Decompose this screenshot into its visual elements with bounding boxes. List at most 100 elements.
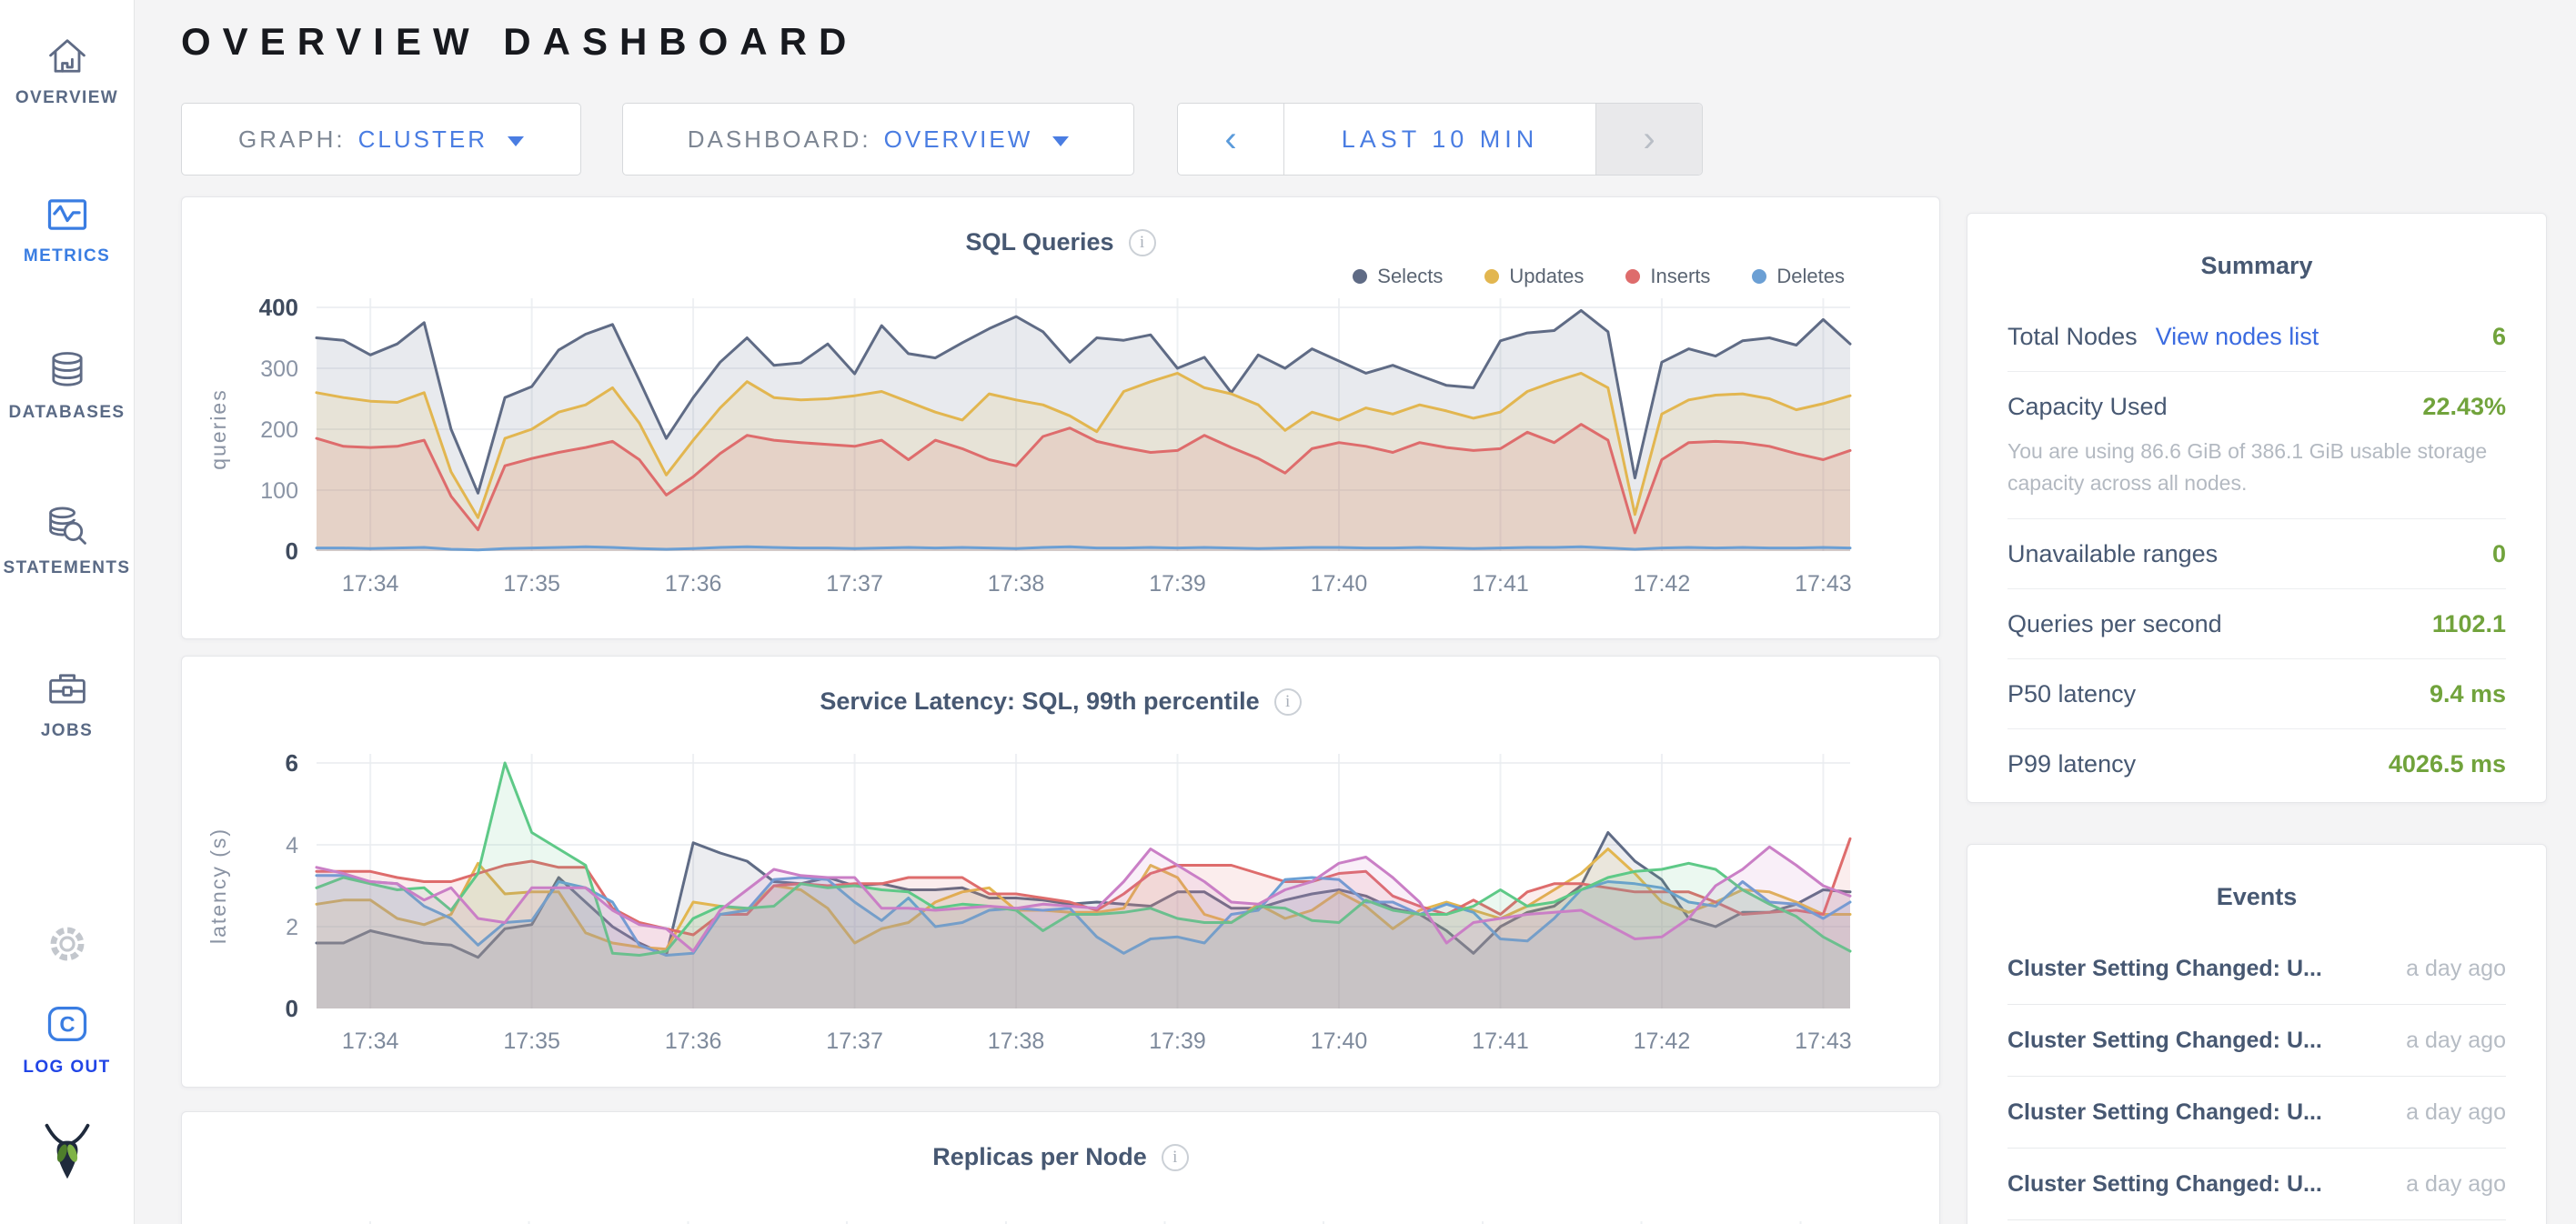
event-time: a day ago bbox=[2406, 955, 2506, 981]
time-range-prev-button[interactable]: ‹ bbox=[1224, 119, 1237, 159]
graph-dropdown-label: GRAPH: bbox=[237, 125, 346, 153]
home-icon bbox=[48, 39, 86, 73]
time-range-next-button[interactable]: › bbox=[1596, 104, 1702, 175]
metrics-icon bbox=[47, 199, 86, 230]
sidebar-item-label: METRICS bbox=[23, 246, 111, 266]
chart-legend: Selects Updates Inserts Deletes bbox=[182, 262, 1939, 291]
sidebar-item-label: JOBS bbox=[40, 721, 94, 740]
summary-row-capacity-used: Capacity Used 22.43% You are using 86.6 … bbox=[2007, 372, 2506, 519]
events-panel: Events Cluster Setting Changed: U... a d… bbox=[1967, 844, 2547, 1224]
svg-text:17:37: 17:37 bbox=[826, 1028, 883, 1054]
dashboard-controls: GRAPH: CLUSTER DASHBOARD: OVERVIEW ‹ LAS… bbox=[181, 103, 2576, 176]
legend-item[interactable]: Updates bbox=[1484, 265, 1584, 288]
svg-text:4: 4 bbox=[286, 833, 298, 858]
content-row: SQL Queries i Selects Updates Inserts Delet… bbox=[181, 196, 2576, 1224]
sql-queries-chart[interactable]: 17:34 17:35 17:36 17:37 17:38 17:39 17:40 17:41… bbox=[182, 291, 1939, 611]
database-icon bbox=[51, 352, 83, 386]
dashboard-dropdown-label: DASHBOARD: bbox=[687, 125, 871, 153]
summary-row-unavailable-ranges: Unavailable ranges 0 bbox=[2007, 519, 2506, 589]
sidebar-item-jobs[interactable]: JOBS bbox=[0, 666, 134, 741]
graph-dropdown[interactable]: GRAPH: CLUSTER bbox=[181, 103, 581, 176]
info-icon[interactable]: i bbox=[1161, 1143, 1189, 1171]
dashboard-dropdown-value: OVERVIEW bbox=[883, 125, 1033, 153]
chart-header: SQL Queries i bbox=[182, 197, 1939, 256]
summary-panel: Summary Total Nodes View nodes list 6 bbox=[1967, 213, 2547, 803]
event-title: Cluster Setting Changed: U... bbox=[2007, 955, 2322, 981]
sidebar-item-overview[interactable]: OVERVIEW bbox=[0, 33, 134, 108]
svg-text:17:35: 17:35 bbox=[503, 1028, 560, 1054]
sidebar-item-label: OVERVIEW bbox=[15, 88, 119, 107]
capacity-note: You are using 86.6 GiB of 386.1 GiB usab… bbox=[2007, 439, 2488, 495]
service-latency-chart-card: Service Latency: SQL, 99th percentile i … bbox=[181, 656, 1940, 1088]
sidebar-item-metrics[interactable]: METRICS bbox=[0, 191, 134, 266]
summary-title: Summary bbox=[2200, 252, 2313, 279]
svg-text:0: 0 bbox=[286, 537, 298, 565]
event-title: Cluster Setting Changed: U... bbox=[2007, 1170, 2322, 1197]
svg-text:100: 100 bbox=[260, 478, 298, 504]
info-icon[interactable]: i bbox=[1273, 687, 1302, 716]
event-title: Cluster Setting Changed: U... bbox=[2007, 1027, 2322, 1053]
summary-label: Total Nodes bbox=[2007, 322, 2138, 350]
svg-text:17:34: 17:34 bbox=[342, 571, 399, 597]
time-range-label[interactable]: LAST 10 MIN bbox=[1283, 104, 1596, 175]
summary-row-p50: P50 latency 9.4 ms bbox=[2007, 659, 2506, 729]
sidebar: OVERVIEW METRICS DATABASES bbox=[0, 0, 135, 1224]
summary-row-p99: P99 latency 4026.5 ms bbox=[2007, 729, 2506, 798]
summary-value: 4026.5 ms bbox=[2388, 749, 2506, 778]
time-range-picker: ‹ LAST 10 MIN › bbox=[1177, 103, 1703, 176]
chart-header: Service Latency: SQL, 99th percentile i bbox=[182, 657, 1939, 716]
legend-item[interactable]: Deletes bbox=[1752, 265, 1845, 288]
legend-label: Selects bbox=[1377, 265, 1444, 287]
svg-text:17:35: 17:35 bbox=[503, 571, 560, 597]
summary-value: 9.4 ms bbox=[2429, 679, 2506, 707]
summary-label: P50 latency bbox=[2007, 679, 2137, 707]
svg-text:17:41: 17:41 bbox=[1472, 571, 1529, 597]
legend-label: Inserts bbox=[1650, 265, 1711, 287]
main-content: OVERVIEW DASHBOARD GRAPH: CLUSTER DASHBO… bbox=[135, 0, 2576, 1224]
sidebar-item-statements[interactable]: STATEMENTS bbox=[0, 503, 134, 578]
chart-title: Replicas per Node bbox=[932, 1143, 1147, 1170]
jobs-icon bbox=[48, 674, 86, 704]
right-panel: Summary Total Nodes View nodes list 6 bbox=[1967, 196, 2547, 1224]
gear-icon bbox=[50, 927, 84, 961]
legend-dot-icon bbox=[1484, 269, 1500, 284]
view-nodes-list-link[interactable]: View nodes list bbox=[2155, 322, 2319, 350]
sidebar-logo bbox=[0, 1111, 134, 1193]
legend-dot-icon bbox=[1752, 269, 1767, 284]
svg-text:200: 200 bbox=[260, 417, 298, 443]
svg-text:17:43: 17:43 bbox=[1795, 1028, 1852, 1054]
sidebar-logout[interactable]: C LOG OUT bbox=[0, 998, 134, 1078]
summary-value: 22.43% bbox=[2422, 392, 2506, 420]
sidebar-item-databases[interactable]: DATABASES bbox=[0, 347, 134, 423]
event-row: Cluster Setting Changed: U... a day ago bbox=[2007, 933, 2506, 1005]
summary-row-total-nodes: Total Nodes View nodes list 6 bbox=[2007, 302, 2506, 372]
svg-text:17:34: 17:34 bbox=[342, 1028, 399, 1054]
svg-text:17:36: 17:36 bbox=[665, 1028, 722, 1054]
summary-label: Capacity Used bbox=[2007, 392, 2168, 420]
event-time: a day ago bbox=[2406, 1170, 2506, 1197]
summary-label: Unavailable ranges bbox=[2007, 539, 2219, 567]
chevron-down-icon bbox=[1052, 135, 1070, 146]
info-icon[interactable]: i bbox=[1128, 228, 1156, 256]
service-latency-chart[interactable]: 17:34 17:35 17:36 17:37 17:38 17:39 17:40 17:41… bbox=[182, 728, 1939, 1074]
svg-text:17:38: 17:38 bbox=[988, 1028, 1045, 1054]
legend-item[interactable]: Selects bbox=[1353, 265, 1443, 288]
logout-c-icon: C bbox=[47, 1007, 86, 1041]
sidebar-settings[interactable] bbox=[0, 920, 134, 968]
legend-item[interactable]: Inserts bbox=[1625, 265, 1710, 288]
y-axis-tick-label: 1.6k bbox=[273, 1219, 391, 1224]
event-row: Cluster Setting Changed: U... a day ago bbox=[2007, 1149, 2506, 1220]
dashboard-dropdown[interactable]: DASHBOARD: OVERVIEW bbox=[622, 103, 1134, 176]
sidebar-item-label: STATEMENTS bbox=[3, 558, 131, 577]
chart-title: Service Latency: SQL, 99th percentile bbox=[820, 687, 1260, 715]
chart-title: SQL Queries bbox=[965, 228, 1114, 256]
event-row: Cluster Setting Changed: U... a day ago bbox=[2007, 1005, 2506, 1077]
sidebar-item-label: DATABASES bbox=[8, 403, 126, 422]
svg-text:400: 400 bbox=[259, 294, 298, 321]
event-title: Cluster Setting Changed: U... bbox=[2007, 1099, 2322, 1125]
events-title: Events bbox=[2216, 883, 2298, 910]
event-time: a day ago bbox=[2406, 1027, 2506, 1053]
svg-text:0: 0 bbox=[286, 995, 298, 1022]
chevron-down-icon bbox=[508, 135, 525, 146]
